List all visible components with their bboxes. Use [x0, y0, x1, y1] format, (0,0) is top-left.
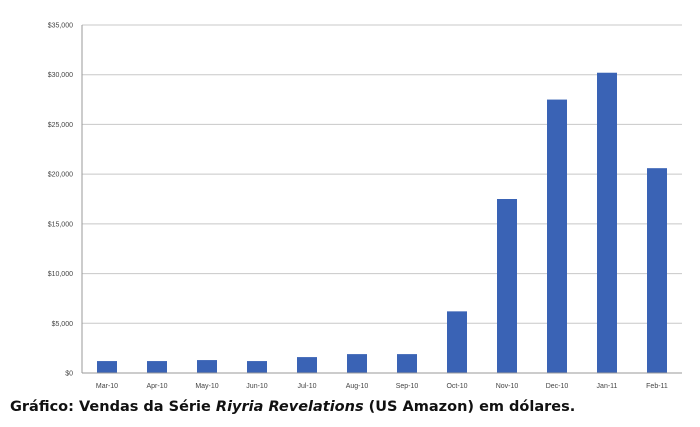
y-tick-label: $5,000 [52, 321, 74, 328]
bar [97, 361, 117, 373]
x-tick-label: Dec-10 [546, 383, 569, 390]
x-tick-label: Jan-11 [597, 383, 618, 390]
bar [347, 354, 367, 373]
bar [647, 168, 667, 373]
x-tick-label: Jul-10 [297, 383, 316, 390]
y-axis-tick-labels: $0 $5,000 $10,000 $15,000 $20,000 $25,000 $30,… [48, 23, 73, 378]
x-tick-label: Apr-10 [146, 383, 167, 390]
bar [297, 357, 317, 373]
y-tick-label: $15,000 [48, 221, 73, 228]
y-tick-label: $35,000 [48, 23, 73, 30]
y-tick-label: $30,000 [48, 72, 73, 79]
x-tick-label: Mar-10 [96, 383, 118, 390]
bar [497, 199, 517, 373]
bar [247, 361, 267, 373]
chart-caption: Gráfico: Vendas da Série Riyria Revelati… [10, 397, 690, 417]
bar [397, 354, 417, 373]
x-tick-label: Nov-10 [496, 383, 519, 390]
bar-chart: $0 $5,000 $10,000 $15,000 $20,000 $25,000 $30,… [48, 23, 682, 390]
gridlines [82, 24, 682, 324]
x-axis-tick-labels: Mar-10 Apr-10 May-10 Jun-10 Jul-10 Aug-10 Sep-… [96, 383, 668, 390]
x-tick-label: Oct-10 [446, 383, 467, 390]
y-tick-label: $20,000 [48, 172, 73, 179]
y-tick-label: $0 [65, 371, 73, 378]
y-tick-label: $10,000 [48, 271, 73, 278]
caption-prefix: Gráfico: Vendas da Série [10, 399, 216, 415]
bar [547, 99, 567, 374]
x-tick-label: Aug-10 [346, 383, 369, 390]
bars [97, 72, 667, 374]
caption-series-name: Riyria Revelations [215, 399, 364, 415]
caption-suffix: (US Amazon) em dólares. [363, 399, 576, 415]
x-tick-label: Sep-10 [396, 383, 419, 390]
bar [197, 360, 217, 373]
x-tick-label: May-10 [195, 383, 218, 390]
bar [147, 361, 167, 373]
bar [447, 311, 467, 373]
x-tick-label: Feb-11 [646, 383, 668, 390]
bar [597, 72, 617, 374]
x-tick-label: Jun-10 [246, 383, 268, 390]
y-tick-label: $25,000 [48, 122, 73, 129]
